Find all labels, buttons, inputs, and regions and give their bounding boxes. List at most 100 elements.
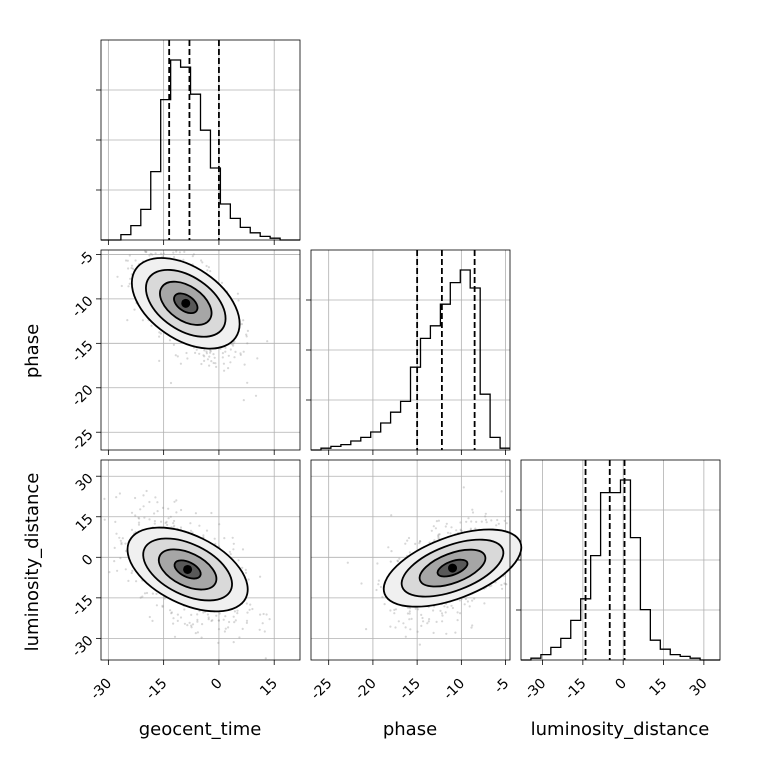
scatter-point — [116, 275, 119, 278]
scatter-point — [196, 618, 199, 622]
scatter-point — [375, 588, 378, 592]
scatter-point — [414, 607, 417, 610]
contour-level-2 — [400, 538, 505, 598]
scatter-point — [441, 620, 444, 623]
scatter-point — [484, 518, 488, 522]
scatter-point — [471, 508, 474, 511]
scatter-point — [245, 333, 248, 336]
contour-level-inner — [173, 559, 202, 580]
scatter-point — [148, 615, 151, 619]
scatter-point — [262, 612, 265, 616]
scatter-point — [172, 522, 175, 525]
scatter-point — [174, 354, 177, 357]
peak-marker — [181, 298, 191, 308]
scatter-point — [172, 622, 175, 625]
scatter-point — [130, 266, 133, 270]
scatter-point — [203, 355, 206, 358]
scatter-point — [217, 641, 220, 645]
scatter-point — [467, 517, 470, 520]
scatter-point — [173, 524, 176, 528]
scatter-point — [389, 609, 392, 612]
scatter-point — [145, 250, 148, 254]
scatter-point — [188, 621, 191, 624]
scatter-point — [455, 529, 458, 532]
scatter-point — [124, 568, 127, 571]
scatter-point — [237, 559, 240, 562]
scatter-point — [113, 560, 116, 563]
panel-frame-1-0 — [100, 249, 301, 451]
scatter-point — [450, 604, 453, 607]
x-axis-label-luminosity-distance: luminosity_distance — [531, 719, 710, 740]
scatter-point — [462, 486, 465, 489]
scatter-point — [173, 500, 176, 503]
scatter-point — [166, 523, 169, 527]
scatter-point — [159, 332, 162, 335]
scatter-point — [435, 520, 438, 523]
scatter-point — [258, 628, 261, 631]
scatter-point — [211, 619, 214, 622]
panel-frame-2-2 — [520, 459, 721, 661]
scatter-point — [245, 619, 249, 622]
scatter-point — [141, 319, 144, 322]
scatter-point — [175, 250, 178, 253]
scatter-point — [497, 522, 500, 525]
scatter-point — [432, 631, 435, 635]
scatter-point — [470, 626, 473, 629]
scatter-point — [120, 284, 123, 288]
scatter-point — [438, 533, 441, 536]
scatter-point — [134, 259, 137, 262]
scatter-point — [175, 511, 178, 514]
contour-level-3 — [157, 548, 218, 591]
scatter-point — [220, 281, 224, 284]
x-axis-label-phase: phase — [383, 719, 437, 740]
scatter-point — [133, 308, 136, 311]
scatter-point — [471, 599, 474, 602]
histogram-geocent_time — [101, 59, 300, 241]
scatter-point — [241, 548, 245, 551]
scatter-point — [218, 612, 221, 615]
x-tick-label-luminosity_distance: 0 — [612, 676, 630, 694]
scatter-point — [161, 506, 165, 509]
scatter-point — [263, 630, 266, 633]
scatter-point — [142, 494, 145, 497]
scatter-point — [182, 258, 185, 261]
scatter-point — [246, 329, 249, 332]
scatter-point — [196, 620, 199, 623]
scatter-point — [474, 527, 477, 530]
scatter-point — [189, 529, 193, 532]
scatter-point — [408, 618, 411, 621]
scatter-point — [232, 615, 235, 618]
contour-level-outer — [126, 526, 249, 613]
scatter-point — [484, 512, 487, 515]
scatter-point — [151, 253, 154, 256]
scatter-point — [223, 369, 226, 372]
scatter-point — [131, 569, 134, 573]
y-tick-label-luminosity_distance: -30 — [69, 633, 96, 660]
scatter-point — [205, 352, 208, 355]
scatter-point — [149, 252, 152, 255]
scatter-point — [103, 497, 106, 500]
scatter-point — [377, 583, 380, 586]
scatter-point — [470, 520, 473, 523]
scatter-point — [418, 540, 422, 543]
scatter-point — [153, 512, 156, 515]
x-tick-label-luminosity_distance: -15 — [562, 676, 589, 703]
scatter-point — [254, 394, 258, 397]
scatter-point — [127, 267, 130, 270]
scatter-point — [418, 643, 421, 646]
scatter-point — [120, 543, 123, 546]
scatter-point — [408, 612, 411, 615]
scatter-point — [365, 628, 368, 631]
scatter-point — [178, 251, 181, 254]
scatter-point — [409, 628, 412, 631]
scatter-point — [200, 362, 203, 366]
scatter-point — [143, 516, 146, 519]
scatter-point — [115, 532, 118, 535]
scatter-point — [475, 520, 478, 524]
contour-level-2 — [145, 268, 227, 338]
scatter-point — [396, 560, 400, 563]
scatter-point — [437, 519, 440, 522]
scatter-point — [126, 259, 129, 262]
scatter-point — [186, 624, 189, 627]
